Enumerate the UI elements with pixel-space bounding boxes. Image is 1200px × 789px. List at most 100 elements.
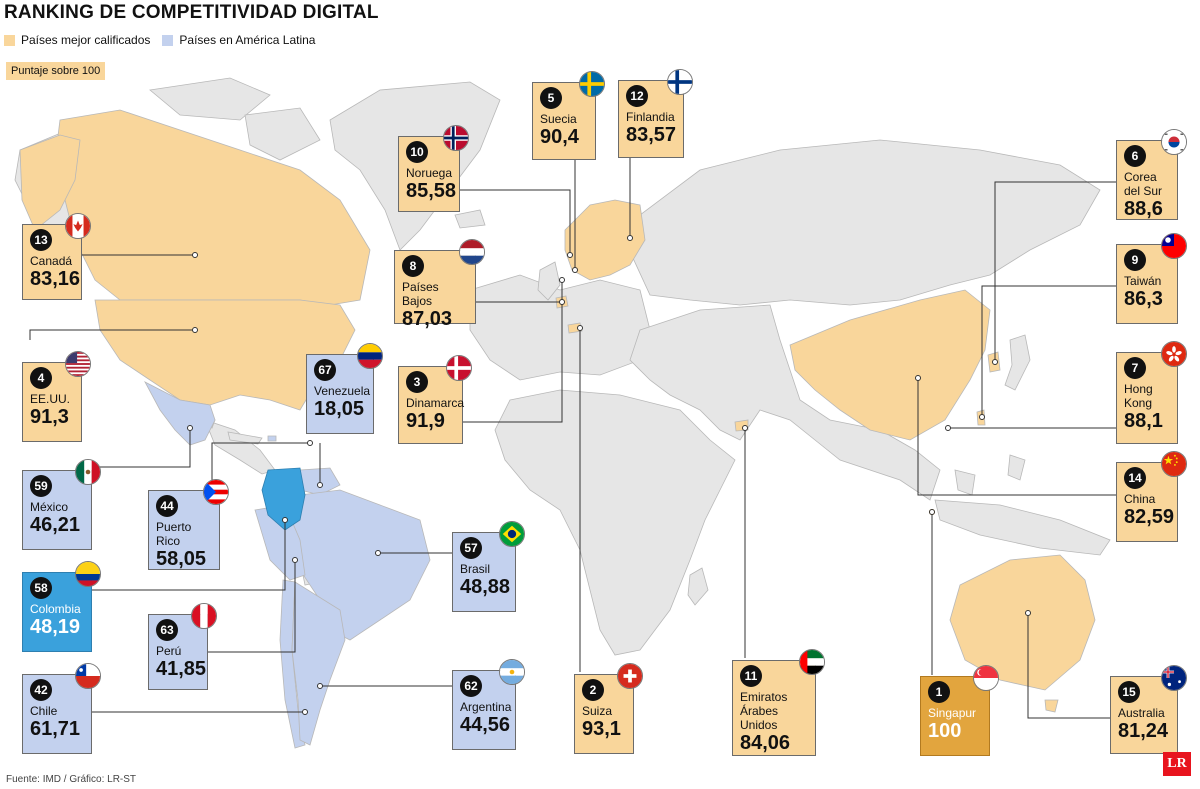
china-flag-icon <box>1161 451 1187 477</box>
asia-shape <box>629 304 941 501</box>
uae-flag-icon <box>799 649 825 675</box>
rank-badge: 57 <box>460 537 482 559</box>
country-name: Brasil <box>460 562 491 576</box>
country-score: 61,71 <box>30 718 81 740</box>
card-puerto-rico: 44 Puerto Rico 58,05 <box>148 479 229 570</box>
norway-sweden-finland-shape <box>564 199 646 281</box>
country-name: Colombia <box>30 602 81 616</box>
netherlands-flag-icon <box>459 239 485 265</box>
country-name: Venezuela <box>314 384 371 398</box>
leader-line-china <box>917 378 1116 496</box>
card-corea: 6 Corea del Sur 88,6 <box>1116 129 1187 220</box>
card-chile: 42 Chile 61,71 <box>22 663 101 754</box>
rank-badge: 67 <box>314 359 336 381</box>
rank-badge: 10 <box>406 141 428 163</box>
rank-badge: 2 <box>582 679 604 701</box>
card-venezuela: 67 Venezuela 18,05 <box>306 343 383 434</box>
sweden-flag-icon <box>579 71 605 97</box>
card-argentina: 62 Argentina 44,56 <box>452 659 525 750</box>
country-name: Puerto Rico <box>156 520 192 548</box>
country-name: Argentina <box>460 700 512 714</box>
leader-line-mexico <box>95 428 191 468</box>
rank-badge: 7 <box>1124 357 1146 379</box>
rank-badge: 15 <box>1118 681 1140 703</box>
country-score: 91,3 <box>30 406 69 428</box>
rank-badge: 59 <box>30 475 52 497</box>
country-name: Corea del Sur <box>1124 170 1163 198</box>
country-name: Canadá <box>30 254 73 268</box>
central-america-shape <box>204 419 276 475</box>
country-name: Dinamarca <box>406 396 465 410</box>
card-usa: 4 EE.UU. 91,3 <box>22 351 91 442</box>
card-singapur: 1 Singapur 100 <box>920 665 999 756</box>
page-title: RANKING DE COMPETITIVIDAD DIGITAL <box>4 2 379 23</box>
rank-badge: 44 <box>156 495 178 517</box>
country-score: 87,03 <box>402 308 453 330</box>
leader-line-usa <box>29 329 195 340</box>
rank-badge: 58 <box>30 577 52 599</box>
country-score: 82,59 <box>1124 506 1175 528</box>
rank-badge: 42 <box>30 679 52 701</box>
argentina-shape <box>291 581 346 746</box>
country-name: México <box>30 500 69 514</box>
card-brasil: 57 Brasil 48,88 <box>452 521 525 612</box>
country-score: 91,9 <box>406 410 445 432</box>
rank-badge: 8 <box>402 255 424 277</box>
leader-line-colombia <box>85 520 286 591</box>
rank-badge: 5 <box>540 87 562 109</box>
country-name: Taiwán <box>1124 274 1162 288</box>
country-name: China <box>1124 492 1156 506</box>
card-canada: 13 Canadá 83,16 <box>22 213 91 300</box>
russia-shape <box>619 139 1101 306</box>
legend: Países mejor calificados Países en Améri… <box>4 33 315 47</box>
denmark-flag-icon <box>446 355 472 381</box>
puerto-rico-flag-icon <box>203 479 229 505</box>
leader-line-peru <box>208 560 296 653</box>
australia-flag-icon <box>1161 665 1187 691</box>
country-score: 84,06 <box>740 732 791 754</box>
country-name: Emiratos Árabes Unidos <box>740 690 788 732</box>
leader-line-corea <box>994 181 1116 362</box>
rank-badge: 13 <box>30 229 52 251</box>
card-suecia: 5 Suecia 90,4 <box>532 71 605 160</box>
scale-note: Puntaje sobre 100 <box>6 62 106 80</box>
rank-badge: 14 <box>1124 467 1146 489</box>
leader-line-taiwan <box>981 285 1116 417</box>
rank-badge: 11 <box>740 665 762 687</box>
colombia-shape <box>261 467 306 531</box>
usa-flag-icon <box>65 351 91 377</box>
legend-swatch-latam <box>162 34 174 46</box>
country-name: Perú <box>156 644 182 658</box>
country-score: 48,19 <box>30 616 81 638</box>
card-suiza: 2 Suiza 93,1 <box>574 663 643 754</box>
country-name: Suecia <box>540 112 577 126</box>
country-name: Australia <box>1118 706 1165 720</box>
country-score: 41,85 <box>156 658 207 680</box>
country-score: 100 <box>928 720 962 742</box>
card-peru: 63 Perú 41,85 <box>148 603 217 690</box>
canada-shape <box>54 109 371 306</box>
legend-swatch-top <box>4 34 15 46</box>
southeast-asia-shape <box>934 499 1111 556</box>
alaska-usa-shape <box>19 134 81 231</box>
country-score: 58,05 <box>156 548 207 570</box>
colombia-flag-icon <box>75 561 101 587</box>
card-china: 14 China 82,59 <box>1116 451 1187 542</box>
rank-badge: 3 <box>406 371 428 393</box>
card-finlandia: 12 Finlandia 83,57 <box>618 69 693 158</box>
country-name: EE.UU. <box>30 392 71 406</box>
country-score: 46,21 <box>30 514 81 536</box>
card-paises-bajos: 8 Países Bajos 87,03 <box>394 239 485 330</box>
africa-shape <box>494 389 736 656</box>
norway-flag-icon <box>443 125 469 151</box>
rank-badge: 62 <box>460 675 482 697</box>
country-score: 86,3 <box>1124 288 1163 310</box>
source-note: Fuente: IMD / Gráfico: LR-ST <box>6 774 137 785</box>
country-score: 85,58 <box>406 180 457 202</box>
card-noruega: 10 Noruega 85,58 <box>398 125 469 212</box>
country-name: Suiza <box>582 704 613 718</box>
switzerland-flag-icon <box>617 663 643 689</box>
singapore-flag-icon <box>973 665 999 691</box>
canada-flag-icon <box>65 213 91 239</box>
country-score: 93,1 <box>582 718 621 740</box>
